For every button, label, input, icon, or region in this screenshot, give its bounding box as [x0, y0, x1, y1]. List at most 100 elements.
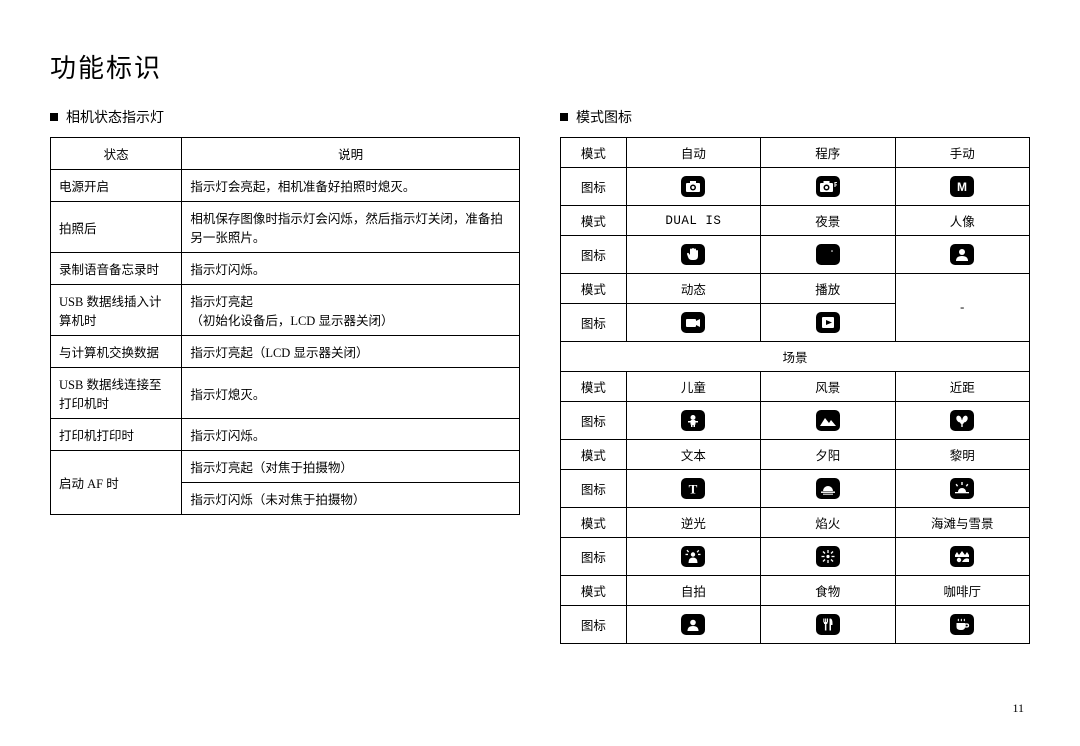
mode-cell: 焰火: [761, 508, 895, 538]
svg-text:P: P: [834, 182, 837, 189]
desc-cell: 指示灯亮起（对焦于拍摄物）: [182, 451, 520, 483]
status-cell: 拍照后: [51, 202, 182, 253]
icon-cell: [761, 538, 895, 576]
svg-text:M: M: [957, 180, 967, 194]
status-cell: USB 数据线插入计算机时: [51, 285, 182, 336]
mode-cell: 儿童: [626, 372, 760, 402]
label-icon: 图标: [561, 304, 627, 342]
mode-table: 模式自动程序手动图标PM模式DUAL IS夜景人像图标模式动态播放-图标场景模式…: [560, 137, 1030, 644]
mode-cell: 食物: [761, 576, 895, 606]
right-heading: 模式图标: [560, 107, 1030, 127]
mode-cell: DUAL IS: [626, 206, 760, 236]
dawn-icon: [950, 478, 974, 499]
text-icon: T: [681, 478, 705, 499]
mode-cell: 逆光: [626, 508, 760, 538]
label-icon: 图标: [561, 402, 627, 440]
mode-cell: 近距: [895, 372, 1029, 402]
bullet-icon: [560, 113, 568, 121]
svg-text:T: T: [689, 481, 698, 496]
label-icon: 图标: [561, 168, 627, 206]
label-icon: 图标: [561, 606, 627, 644]
icon-cell: [626, 304, 760, 342]
label-mode: 模式: [561, 576, 627, 606]
mode-cell: 人像: [895, 206, 1029, 236]
cafe-icon: [950, 614, 974, 635]
left-heading: 相机状态指示灯: [50, 107, 520, 127]
desc-cell: 相机保存图像时指示灯会闪烁，然后指示灯关闭，准备拍另一张照片。: [182, 202, 520, 253]
label-mode: 模式: [561, 206, 627, 236]
label-icon: 图标: [561, 470, 627, 508]
mode-cell: 夜景: [761, 206, 895, 236]
mode-cell: 咖啡厅: [895, 576, 1029, 606]
label-icon: 图标: [561, 538, 627, 576]
mode-cell: 动态: [626, 274, 760, 304]
camera-p-icon: P: [816, 176, 840, 197]
person-icon: [950, 244, 974, 265]
letter-m-icon: M: [950, 176, 974, 197]
desc-cell: 指示灯会亮起，相机准备好拍照时熄灭。: [182, 170, 520, 202]
mode-cell: 播放: [761, 274, 895, 304]
status-cell: 打印机打印时: [51, 419, 182, 451]
mode-cell: 风景: [761, 372, 895, 402]
mode-cell: 文本: [626, 440, 760, 470]
mode-cell: 黎明: [895, 440, 1029, 470]
status-cell: 启动 AF 时: [51, 451, 182, 515]
icon-cell: M: [895, 168, 1029, 206]
beach-icon: [950, 546, 974, 567]
icon-cell: [626, 168, 760, 206]
status-cell: USB 数据线连接至打印机时: [51, 368, 182, 419]
label-mode: 模式: [561, 508, 627, 538]
icon-cell: [626, 402, 760, 440]
desc-cell: 指示灯闪烁。: [182, 253, 520, 285]
mode-cell: 夕阳: [761, 440, 895, 470]
child-icon: [681, 410, 705, 431]
page-title: 功能标识: [50, 48, 1030, 85]
sunset-icon: [816, 478, 840, 499]
icon-cell: P: [761, 168, 895, 206]
page-number: 11: [1012, 701, 1024, 716]
icon-cell: [761, 606, 895, 644]
desc-cell: 指示灯亮起（LCD 显示器关闭）: [182, 336, 520, 368]
col-status: 状态: [51, 138, 182, 170]
macro-icon: [950, 410, 974, 431]
play-icon: [816, 312, 840, 333]
icon-cell: [761, 402, 895, 440]
mode-cell: 自动: [626, 138, 760, 168]
desc-cell: 指示灯闪烁。: [182, 419, 520, 451]
icon-cell: T: [626, 470, 760, 508]
icon-cell: [626, 236, 760, 274]
icon-cell: [895, 236, 1029, 274]
backlight-icon: [681, 546, 705, 567]
left-heading-text: 相机状态指示灯: [66, 107, 164, 127]
label-mode: 模式: [561, 138, 627, 168]
right-heading-text: 模式图标: [576, 107, 632, 127]
icon-cell: [761, 236, 895, 274]
food-icon: [816, 614, 840, 635]
landscape-icon: [816, 410, 840, 431]
status-cell: 电源开启: [51, 170, 182, 202]
desc-cell: 指示灯熄灭。: [182, 368, 520, 419]
status-cell: 录制语音备忘录时: [51, 253, 182, 285]
fireworks-icon: [816, 546, 840, 567]
label-mode: 模式: [561, 274, 627, 304]
icon-cell: [895, 538, 1029, 576]
mode-cell: 程序: [761, 138, 895, 168]
selfportrait-icon: [681, 614, 705, 635]
status-table: 状态说明电源开启指示灯会亮起，相机准备好拍照时熄灭。拍照后相机保存图像时指示灯会…: [50, 137, 520, 515]
icon-cell: [761, 470, 895, 508]
camera-icon: [681, 176, 705, 197]
movie-icon: [681, 312, 705, 333]
desc-cell: 指示灯闪烁（未对焦于拍摄物）: [182, 483, 520, 515]
moon-icon: [816, 244, 840, 265]
icon-cell: [626, 606, 760, 644]
label-mode: 模式: [561, 440, 627, 470]
icon-cell: [626, 538, 760, 576]
label-mode: 模式: [561, 372, 627, 402]
hand-icon: [681, 244, 705, 265]
icon-cell: [895, 402, 1029, 440]
mode-cell: 手动: [895, 138, 1029, 168]
status-cell: 与计算机交换数据: [51, 336, 182, 368]
icon-cell: [895, 470, 1029, 508]
col-desc: 说明: [182, 138, 520, 170]
mode-cell: 海滩与雪景: [895, 508, 1029, 538]
